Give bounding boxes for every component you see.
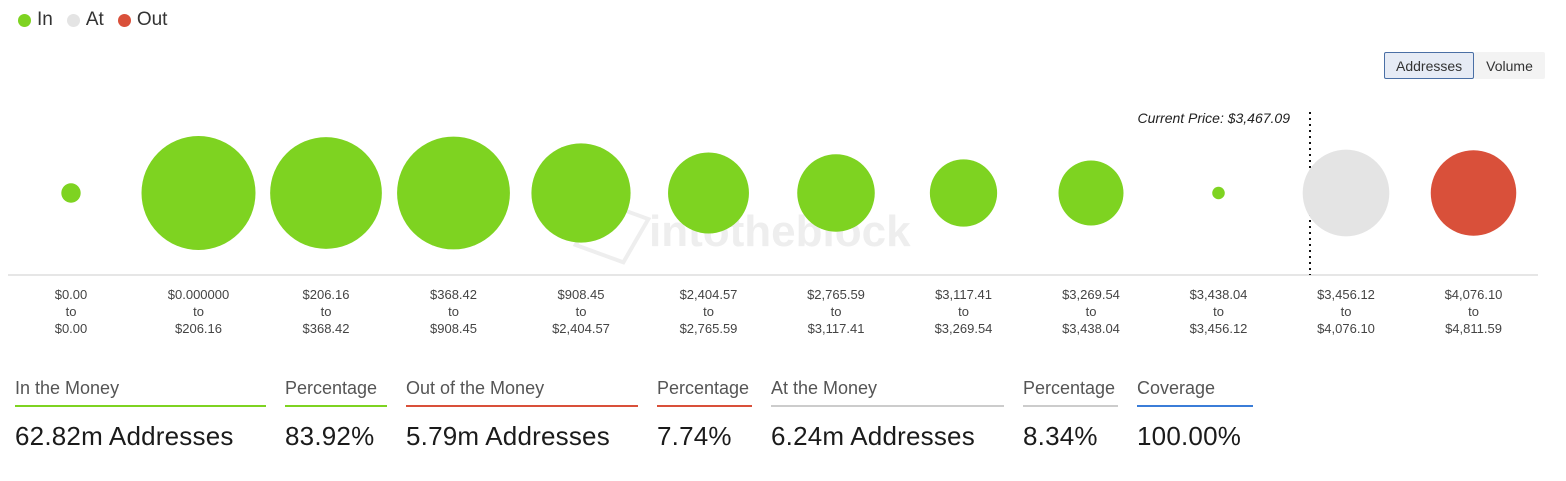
bubble-1[interactable] bbox=[61, 183, 81, 203]
stat-label-in: In the Money bbox=[15, 378, 266, 407]
stat-out-percentage: Percentage 7.74% bbox=[657, 378, 752, 452]
legend-label-out: Out bbox=[136, 9, 168, 30]
tick-from: $2,765.59 bbox=[807, 287, 865, 302]
bubble-8[interactable] bbox=[929, 159, 998, 227]
metric-toggle: Addresses Volume bbox=[1384, 52, 1545, 79]
bubble-6[interactable] bbox=[668, 152, 749, 234]
stat-label-at-pct: Percentage bbox=[1023, 378, 1118, 407]
stat-value-out: 5.79m Addresses bbox=[406, 421, 610, 451]
tick-to: $368.42 bbox=[302, 321, 350, 336]
tick-to: $206.16 bbox=[175, 321, 222, 336]
tick-from: $0.00 bbox=[54, 287, 88, 302]
tick-label: $368.42 to $908.45 bbox=[389, 286, 519, 337]
tick-from: $0.000000 bbox=[167, 287, 230, 302]
x-axis-ticks: $0.00 to $0.00 $0.000000 to $206.16 $206.16 to $… bbox=[0, 286, 1566, 346]
tick-to: $0.00 bbox=[54, 321, 88, 336]
stat-value-in-pct: 83.92% bbox=[285, 421, 375, 451]
bubble-5[interactable] bbox=[531, 143, 631, 243]
bubbles-group bbox=[61, 136, 1517, 250]
tick-to: $3,117.41 bbox=[807, 321, 865, 336]
legend-item-out[interactable]: Out bbox=[117, 9, 168, 31]
tick-to-word: to bbox=[1468, 304, 1479, 319]
tick-from: $3,438.04 bbox=[1189, 287, 1248, 302]
bubble-12[interactable] bbox=[1430, 150, 1517, 236]
bubble-7[interactable] bbox=[797, 154, 875, 232]
tick-from: $3,269.54 bbox=[1062, 287, 1120, 302]
tick-label: $0.00 to $0.00 bbox=[6, 286, 136, 337]
tick-to: $3,438.04 bbox=[1062, 321, 1120, 336]
legend-label-in: In bbox=[37, 9, 53, 30]
bubble-3[interactable] bbox=[270, 137, 382, 249]
stat-value-out-pct: 7.74% bbox=[657, 421, 732, 451]
tick-to-word: to bbox=[1213, 304, 1224, 319]
legend-dot-at bbox=[66, 13, 80, 27]
bubble-4[interactable] bbox=[397, 136, 510, 250]
tick-to-word: to bbox=[320, 304, 332, 319]
tick-to-word: to bbox=[703, 304, 714, 319]
tick-to: $2,404.57 bbox=[552, 321, 610, 336]
tick-from: $2,404.57 bbox=[679, 287, 738, 302]
tick-label: $3,269.54 to $3,438.04 bbox=[1026, 286, 1156, 337]
tick-label: $2,765.59 to $3,117.41 bbox=[771, 286, 901, 337]
tick-label: $4,076.10 to $4,811.59 bbox=[1409, 286, 1539, 337]
legend-item-at[interactable]: At bbox=[66, 9, 104, 31]
stat-value-at: 6.24m Addresses bbox=[771, 421, 975, 451]
stat-label-at: At the Money bbox=[771, 378, 1004, 407]
bubble-10[interactable] bbox=[1212, 186, 1225, 200]
stat-label-out-pct: Percentage bbox=[657, 378, 752, 407]
stat-coverage: Coverage 100.00% bbox=[1137, 378, 1253, 452]
tick-to: $2,765.59 bbox=[679, 321, 738, 336]
tick-from: $3,117.41 bbox=[935, 287, 992, 302]
tick-label: $3,438.04 to $3,456.12 bbox=[1154, 286, 1284, 337]
tick-to: $3,456.12 bbox=[1189, 321, 1248, 336]
tick-to: $4,811.59 bbox=[1445, 321, 1502, 336]
tick-label: $3,117.41 to $3,269.54 bbox=[899, 286, 1029, 337]
stat-label-in-pct: Percentage bbox=[285, 378, 387, 407]
tick-to-word: to bbox=[193, 304, 204, 319]
tick-label: $206.16 to $368.42 bbox=[261, 286, 391, 337]
tick-from: $908.45 bbox=[557, 287, 605, 302]
legend-label-at: At bbox=[85, 9, 104, 30]
stat-label-coverage: Coverage bbox=[1137, 378, 1253, 407]
bubble-2[interactable] bbox=[141, 136, 256, 250]
tick-to-word: to bbox=[1340, 304, 1352, 319]
bubble-9[interactable] bbox=[1058, 160, 1124, 226]
stat-at-percentage: Percentage 8.34% bbox=[1023, 378, 1118, 452]
chart-legend: In At Out bbox=[18, 9, 167, 31]
stat-in-percentage: Percentage 83.92% bbox=[285, 378, 387, 452]
tick-from: $4,076.10 bbox=[1444, 287, 1503, 302]
legend-dot-in bbox=[18, 13, 31, 27]
tick-label: $0.000000 to $206.16 bbox=[134, 286, 264, 337]
tick-to-word: to bbox=[575, 304, 587, 319]
legend-item-in[interactable]: In bbox=[18, 9, 53, 31]
stat-out-of-the-money: Out of the Money 5.79m Addresses bbox=[406, 378, 638, 452]
tick-label: $2,404.57 to $2,765.59 bbox=[644, 286, 774, 337]
bubble-11[interactable] bbox=[1302, 149, 1390, 237]
tick-to-word: to bbox=[65, 304, 77, 319]
tick-label: $908.45 to $2,404.57 bbox=[516, 286, 646, 337]
tick-to: $908.45 bbox=[430, 321, 477, 336]
tick-from: $3,456.12 bbox=[1317, 287, 1375, 302]
tick-label: $3,456.12 to $4,076.10 bbox=[1281, 286, 1411, 337]
tick-to-word: to bbox=[958, 304, 969, 319]
stat-value-coverage: 100.00% bbox=[1137, 421, 1242, 451]
tick-to-word: to bbox=[448, 304, 459, 319]
tick-to: $3,269.54 bbox=[934, 321, 993, 336]
addresses-button[interactable]: Addresses bbox=[1384, 52, 1475, 79]
stat-value-in: 62.82m Addresses bbox=[15, 421, 234, 451]
legend-dot-out bbox=[117, 13, 131, 27]
stat-in-the-money: In the Money 62.82m Addresses bbox=[15, 378, 266, 452]
stat-at-the-money: At the Money 6.24m Addresses bbox=[771, 378, 1004, 452]
tick-to-word: to bbox=[1085, 304, 1097, 319]
tick-from: $368.42 bbox=[430, 287, 477, 302]
tick-to: $4,076.10 bbox=[1317, 321, 1375, 336]
stat-value-at-pct: 8.34% bbox=[1023, 421, 1098, 451]
tick-from: $206.16 bbox=[302, 287, 350, 302]
bubble-chart: Current Price: $3,467.09 bbox=[8, 110, 1538, 276]
tick-to-word: to bbox=[830, 304, 842, 319]
volume-button[interactable]: Volume bbox=[1474, 52, 1545, 79]
stat-label-out: Out of the Money bbox=[406, 378, 638, 407]
current-price-label: Current Price: $3,467.09 bbox=[1137, 110, 1290, 126]
